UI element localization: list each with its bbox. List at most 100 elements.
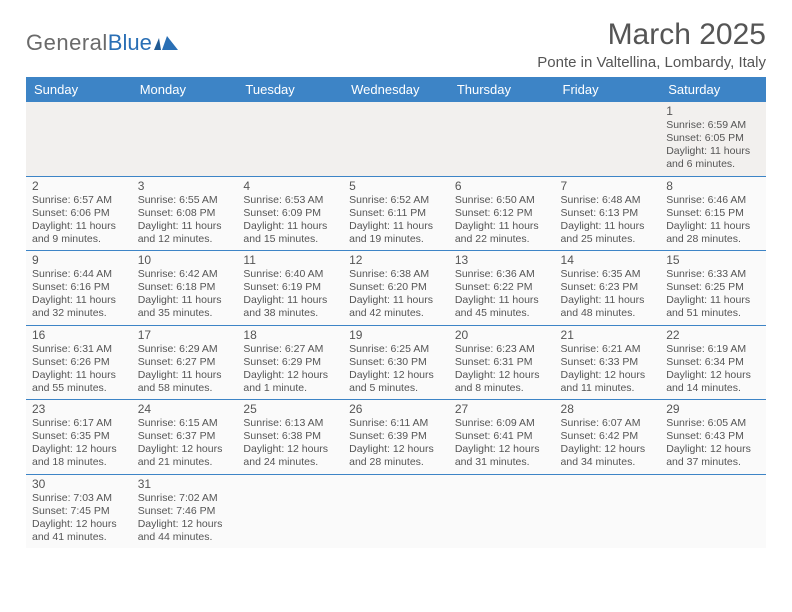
day-info: Sunrise: 6:07 AMSunset: 6:42 PMDaylight:… xyxy=(561,417,655,470)
calendar-day-cell: 20Sunrise: 6:23 AMSunset: 6:31 PMDayligh… xyxy=(449,325,555,400)
day-number: 9 xyxy=(32,253,126,267)
day-number: 22 xyxy=(666,328,760,342)
sunrise-text: Sunrise: 6:57 AM xyxy=(32,194,126,207)
calendar-day-cell: 10Sunrise: 6:42 AMSunset: 6:18 PMDayligh… xyxy=(132,251,238,326)
calendar-day-cell xyxy=(237,474,343,548)
calendar-week-row: 9Sunrise: 6:44 AMSunset: 6:16 PMDaylight… xyxy=(26,251,766,326)
title-block: March 2025 Ponte in Valtellina, Lombardy… xyxy=(537,18,766,71)
month-title: March 2025 xyxy=(537,18,766,52)
weekday-header: Tuesday xyxy=(237,77,343,102)
daylight-text: Daylight: 12 hours and 44 minutes. xyxy=(138,518,232,544)
day-number: 17 xyxy=(138,328,232,342)
sunrise-text: Sunrise: 7:02 AM xyxy=(138,492,232,505)
day-number: 26 xyxy=(349,402,443,416)
sunset-text: Sunset: 6:31 PM xyxy=(455,356,549,369)
day-info: Sunrise: 6:44 AMSunset: 6:16 PMDaylight:… xyxy=(32,268,126,321)
day-number: 5 xyxy=(349,179,443,193)
daylight-text: Daylight: 11 hours and 45 minutes. xyxy=(455,294,549,320)
daylight-text: Daylight: 11 hours and 12 minutes. xyxy=(138,220,232,246)
sunset-text: Sunset: 6:18 PM xyxy=(138,281,232,294)
daylight-text: Daylight: 12 hours and 14 minutes. xyxy=(666,369,760,395)
sunset-text: Sunset: 6:25 PM xyxy=(666,281,760,294)
sunrise-text: Sunrise: 6:21 AM xyxy=(561,343,655,356)
sunrise-text: Sunrise: 6:11 AM xyxy=(349,417,443,430)
calendar-day-cell xyxy=(555,474,661,548)
day-info: Sunrise: 6:52 AMSunset: 6:11 PMDaylight:… xyxy=(349,194,443,247)
day-number: 4 xyxy=(243,179,337,193)
sunset-text: Sunset: 6:35 PM xyxy=(32,430,126,443)
day-info: Sunrise: 7:02 AMSunset: 7:46 PMDaylight:… xyxy=(138,492,232,545)
daylight-text: Daylight: 11 hours and 28 minutes. xyxy=(666,220,760,246)
daylight-text: Daylight: 12 hours and 21 minutes. xyxy=(138,443,232,469)
daylight-text: Daylight: 12 hours and 1 minute. xyxy=(243,369,337,395)
calendar-day-cell: 29Sunrise: 6:05 AMSunset: 6:43 PMDayligh… xyxy=(660,400,766,475)
calendar-week-row: 2Sunrise: 6:57 AMSunset: 6:06 PMDaylight… xyxy=(26,176,766,251)
sunrise-text: Sunrise: 6:52 AM xyxy=(349,194,443,207)
day-info: Sunrise: 6:17 AMSunset: 6:35 PMDaylight:… xyxy=(32,417,126,470)
daylight-text: Daylight: 12 hours and 34 minutes. xyxy=(561,443,655,469)
day-number: 2 xyxy=(32,179,126,193)
daylight-text: Daylight: 12 hours and 28 minutes. xyxy=(349,443,443,469)
sunset-text: Sunset: 6:33 PM xyxy=(561,356,655,369)
calendar-day-cell: 4Sunrise: 6:53 AMSunset: 6:09 PMDaylight… xyxy=(237,176,343,251)
sunset-text: Sunset: 6:43 PM xyxy=(666,430,760,443)
sunrise-text: Sunrise: 6:33 AM xyxy=(666,268,760,281)
daylight-text: Daylight: 12 hours and 24 minutes. xyxy=(243,443,337,469)
day-number: 15 xyxy=(666,253,760,267)
sunset-text: Sunset: 6:23 PM xyxy=(561,281,655,294)
sunrise-text: Sunrise: 6:23 AM xyxy=(455,343,549,356)
day-info: Sunrise: 6:50 AMSunset: 6:12 PMDaylight:… xyxy=(455,194,549,247)
calendar-day-cell: 28Sunrise: 6:07 AMSunset: 6:42 PMDayligh… xyxy=(555,400,661,475)
daylight-text: Daylight: 11 hours and 32 minutes. xyxy=(32,294,126,320)
daylight-text: Daylight: 11 hours and 25 minutes. xyxy=(561,220,655,246)
logo-word2: Blue xyxy=(108,30,152,56)
calendar-day-cell xyxy=(237,102,343,176)
logo: GeneralBlue xyxy=(26,30,178,56)
calendar-week-row: 23Sunrise: 6:17 AMSunset: 6:35 PMDayligh… xyxy=(26,400,766,475)
sunrise-text: Sunrise: 6:44 AM xyxy=(32,268,126,281)
calendar-day-cell: 30Sunrise: 7:03 AMSunset: 7:45 PMDayligh… xyxy=(26,474,132,548)
calendar-day-cell: 8Sunrise: 6:46 AMSunset: 6:15 PMDaylight… xyxy=(660,176,766,251)
calendar-day-cell xyxy=(449,102,555,176)
day-number: 29 xyxy=(666,402,760,416)
weekday-header: Thursday xyxy=(449,77,555,102)
daylight-text: Daylight: 12 hours and 37 minutes. xyxy=(666,443,760,469)
sunset-text: Sunset: 6:13 PM xyxy=(561,207,655,220)
sunrise-text: Sunrise: 6:17 AM xyxy=(32,417,126,430)
calendar-day-cell: 17Sunrise: 6:29 AMSunset: 6:27 PMDayligh… xyxy=(132,325,238,400)
day-info: Sunrise: 6:36 AMSunset: 6:22 PMDaylight:… xyxy=(455,268,549,321)
day-number: 14 xyxy=(561,253,655,267)
sunset-text: Sunset: 6:11 PM xyxy=(349,207,443,220)
sunrise-text: Sunrise: 6:29 AM xyxy=(138,343,232,356)
calendar-day-cell: 23Sunrise: 6:17 AMSunset: 6:35 PMDayligh… xyxy=(26,400,132,475)
day-info: Sunrise: 6:38 AMSunset: 6:20 PMDaylight:… xyxy=(349,268,443,321)
day-info: Sunrise: 6:19 AMSunset: 6:34 PMDaylight:… xyxy=(666,343,760,396)
sunrise-text: Sunrise: 6:09 AM xyxy=(455,417,549,430)
day-info: Sunrise: 6:53 AMSunset: 6:09 PMDaylight:… xyxy=(243,194,337,247)
calendar-day-cell xyxy=(449,474,555,548)
calendar-day-cell: 15Sunrise: 6:33 AMSunset: 6:25 PMDayligh… xyxy=(660,251,766,326)
daylight-text: Daylight: 11 hours and 51 minutes. xyxy=(666,294,760,320)
sunrise-text: Sunrise: 6:40 AM xyxy=(243,268,337,281)
sunset-text: Sunset: 6:29 PM xyxy=(243,356,337,369)
calendar-day-cell: 2Sunrise: 6:57 AMSunset: 6:06 PMDaylight… xyxy=(26,176,132,251)
daylight-text: Daylight: 11 hours and 15 minutes. xyxy=(243,220,337,246)
calendar-day-cell: 25Sunrise: 6:13 AMSunset: 6:38 PMDayligh… xyxy=(237,400,343,475)
sunset-text: Sunset: 6:27 PM xyxy=(138,356,232,369)
sunset-text: Sunset: 6:08 PM xyxy=(138,207,232,220)
calendar-day-cell: 18Sunrise: 6:27 AMSunset: 6:29 PMDayligh… xyxy=(237,325,343,400)
sunrise-text: Sunrise: 6:50 AM xyxy=(455,194,549,207)
day-number: 10 xyxy=(138,253,232,267)
calendar-day-cell xyxy=(660,474,766,548)
sunset-text: Sunset: 6:15 PM xyxy=(666,207,760,220)
day-info: Sunrise: 6:48 AMSunset: 6:13 PMDaylight:… xyxy=(561,194,655,247)
sunrise-text: Sunrise: 6:42 AM xyxy=(138,268,232,281)
day-info: Sunrise: 6:31 AMSunset: 6:26 PMDaylight:… xyxy=(32,343,126,396)
weekday-header: Wednesday xyxy=(343,77,449,102)
calendar-day-cell: 11Sunrise: 6:40 AMSunset: 6:19 PMDayligh… xyxy=(237,251,343,326)
calendar-day-cell: 21Sunrise: 6:21 AMSunset: 6:33 PMDayligh… xyxy=(555,325,661,400)
sunset-text: Sunset: 6:42 PM xyxy=(561,430,655,443)
calendar-day-cell: 14Sunrise: 6:35 AMSunset: 6:23 PMDayligh… xyxy=(555,251,661,326)
weekday-header: Monday xyxy=(132,77,238,102)
day-number: 18 xyxy=(243,328,337,342)
